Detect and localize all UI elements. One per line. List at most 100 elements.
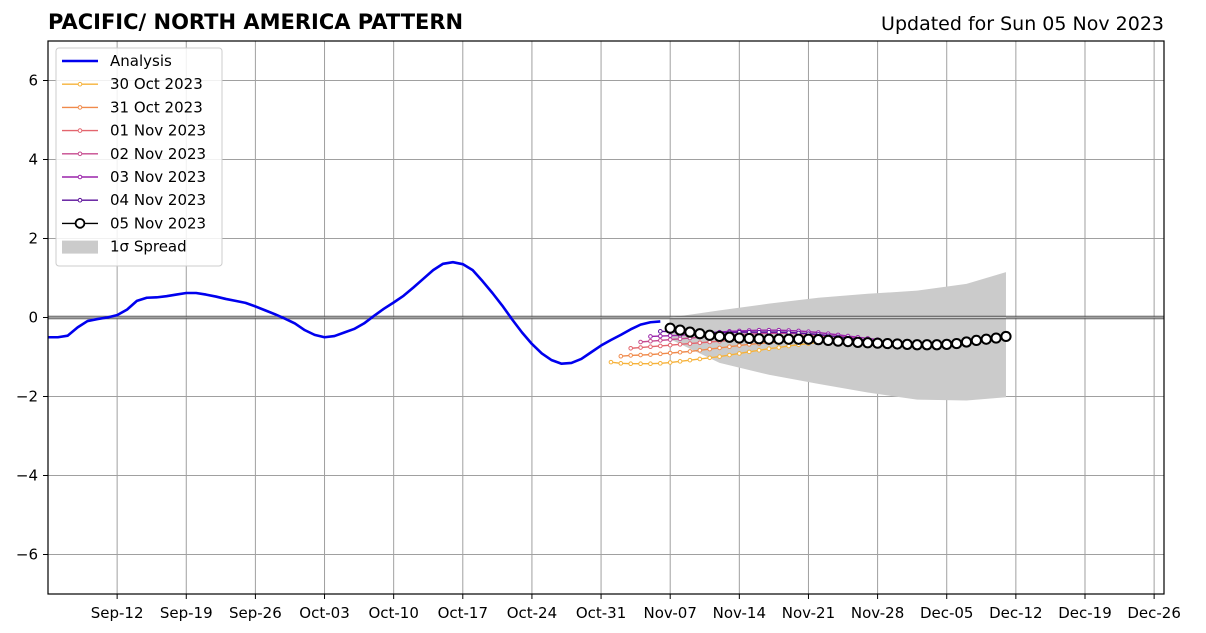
series-point <box>667 337 673 342</box>
series-point <box>628 353 633 358</box>
legend-marker <box>77 174 83 180</box>
x-tick-label: Dec-26 <box>1127 604 1181 622</box>
x-tick-label: Sep-19 <box>160 604 213 622</box>
legend-entry: 04 Nov 2023 <box>62 191 206 209</box>
y-tick-label: 2 <box>28 230 38 248</box>
series-point <box>911 339 923 351</box>
y-tick-label: 4 <box>28 151 38 169</box>
series-point <box>727 344 732 350</box>
series-point <box>852 336 864 348</box>
x-tick-label: Oct-17 <box>438 604 488 622</box>
series-point <box>970 334 982 347</box>
legend-entry: 31 Oct 2023 <box>62 98 203 116</box>
plot-frame <box>47 40 1165 595</box>
series-point <box>658 329 663 334</box>
series-point <box>717 354 722 359</box>
series-point <box>648 352 653 357</box>
y-tick-label: −4 <box>16 467 38 485</box>
series-point <box>687 349 693 354</box>
series-point <box>832 335 844 347</box>
series-0 <box>48 260 661 366</box>
series-point <box>743 332 755 345</box>
x-tick-label: Sep-26 <box>229 604 282 622</box>
x-tick-label: Oct-31 <box>576 604 626 622</box>
series-point <box>658 338 663 343</box>
legend-box <box>55 47 223 267</box>
x-tick-label: Nov-14 <box>713 604 766 622</box>
series-point <box>990 332 1002 344</box>
legend-marker <box>77 151 83 157</box>
series-point <box>773 333 785 345</box>
legend-label: 1σ Spread <box>110 238 187 256</box>
y-axis: 6 4 2 0 −2 −4 −6 <box>16 72 48 564</box>
series-point <box>697 340 703 346</box>
series-point <box>667 333 673 338</box>
series-point <box>783 333 795 345</box>
series-point <box>687 357 693 363</box>
series-1 <box>608 340 821 367</box>
series-point <box>658 351 663 357</box>
x-tick-label: Nov-28 <box>851 604 904 622</box>
series-point <box>694 328 706 340</box>
series-point <box>717 345 722 351</box>
legend-entry: 03 Nov 2023 <box>62 168 206 186</box>
zero-line <box>48 315 1164 320</box>
series-point <box>792 333 805 345</box>
legend-entry: Analysis <box>62 52 172 70</box>
series-point <box>707 355 712 361</box>
series-point <box>618 361 624 366</box>
series-point <box>697 347 703 353</box>
series-point <box>648 334 653 339</box>
series-point <box>941 338 953 350</box>
legend-entry: 01 Nov 2023 <box>62 122 206 140</box>
x-tick-label: Dec-05 <box>920 604 974 622</box>
series-point <box>753 333 765 345</box>
y-tick-label: −2 <box>16 388 38 406</box>
legend-marker <box>77 81 83 87</box>
series-point <box>684 326 696 338</box>
series-point <box>638 345 643 350</box>
legend-swatch <box>62 240 98 254</box>
legend-label: 01 Nov 2023 <box>110 122 206 140</box>
legend-entry: 1σ Spread <box>62 238 187 256</box>
series-point <box>628 361 633 367</box>
legend: Analysis 30 Oct 2023 31 Oct 2023 01 Nov 202… <box>55 47 223 267</box>
series-point <box>756 347 762 353</box>
series-point <box>618 353 624 359</box>
x-tick-label: Dec-12 <box>989 604 1043 622</box>
series-point <box>802 333 815 345</box>
series-point <box>901 338 913 350</box>
series-point <box>638 352 643 358</box>
series-point <box>737 351 742 356</box>
series-point <box>766 329 772 335</box>
x-axis: Sep-12 Sep-19 Sep-26 Oct-03 Oct-10 Oct-17 Oct-… <box>91 594 1181 622</box>
series-point <box>638 361 643 367</box>
series-point <box>980 333 992 345</box>
series-point <box>822 334 834 347</box>
series-point <box>648 338 653 344</box>
series-point <box>713 330 726 343</box>
series-point <box>648 344 653 350</box>
legend-label: 03 Nov 2023 <box>110 168 206 186</box>
series-point <box>891 338 903 350</box>
series-point <box>776 329 782 335</box>
x-tick-label: Dec-19 <box>1058 604 1112 622</box>
series-point <box>723 331 736 343</box>
series-point <box>628 346 633 351</box>
legend-entry: 30 Oct 2023 <box>62 75 203 93</box>
series-point <box>812 334 824 346</box>
series-point <box>608 359 614 365</box>
series-point <box>746 349 752 355</box>
legend-label: 04 Nov 2023 <box>110 191 206 209</box>
series-point <box>658 343 663 349</box>
legend-label: 05 Nov 2023 <box>110 214 206 232</box>
series-point <box>658 361 663 366</box>
y-tick-label: 6 <box>28 72 38 90</box>
x-tick-label: Oct-03 <box>299 604 349 622</box>
x-tick-label: Nov-21 <box>782 604 835 622</box>
series-point <box>704 329 716 341</box>
x-tick-label: Oct-10 <box>368 604 418 622</box>
series-point <box>951 337 963 350</box>
series-point <box>677 359 683 364</box>
